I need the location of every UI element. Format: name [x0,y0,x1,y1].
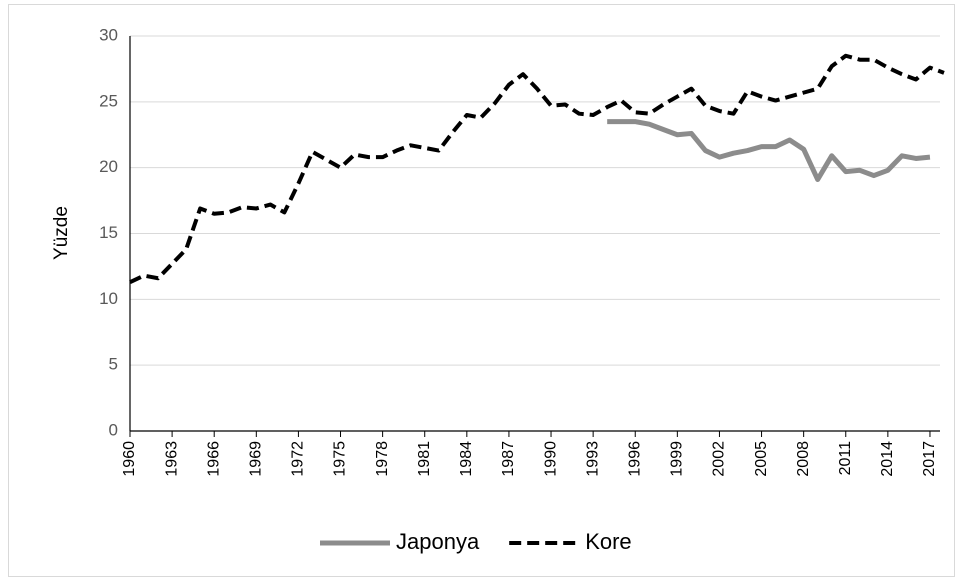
x-tick-label: 1960 [121,441,138,477]
x-tick-label: 1993 [584,441,601,477]
x-tick-label: 2011 [837,441,854,476]
line-series [607,119,931,183]
legend-label: Japonya [396,529,480,554]
x-tick-label: 1975 [332,441,349,477]
y-tick-label: 30 [99,25,118,44]
x-tick-label: 1999 [669,441,686,477]
x-tick-label: 2014 [879,441,896,477]
y-tick-label: 15 [99,223,118,242]
x-tick-label: 1996 [626,441,643,477]
x-tick-label: 2005 [753,441,770,477]
x-tick-label: 2002 [711,441,728,477]
x-tick-label: 2008 [795,441,812,477]
x-tick-label: 1966 [205,441,222,477]
x-tick-label: 1969 [248,441,265,477]
y-tick-label: 25 [99,91,118,110]
x-tick-label: 2017 [921,441,938,477]
y-tick-label: 20 [99,157,118,176]
x-tick-label: 1990 [542,441,559,477]
y-tick-label: 10 [99,289,118,308]
legend-label: Kore [585,529,631,554]
x-tick-label: 1984 [458,441,475,477]
y-tick-label: 0 [109,420,118,439]
line-series [129,53,945,285]
x-tick-label: 1987 [500,441,517,477]
x-tick-label: 1972 [290,441,307,477]
y-tick-label: 5 [109,355,118,374]
x-tick-label: 1981 [416,441,433,477]
y-axis-label: Yüzde [51,206,72,260]
x-tick-label: 1963 [163,441,180,477]
chart-frame [8,4,955,577]
x-tick-label: 1978 [374,441,391,477]
